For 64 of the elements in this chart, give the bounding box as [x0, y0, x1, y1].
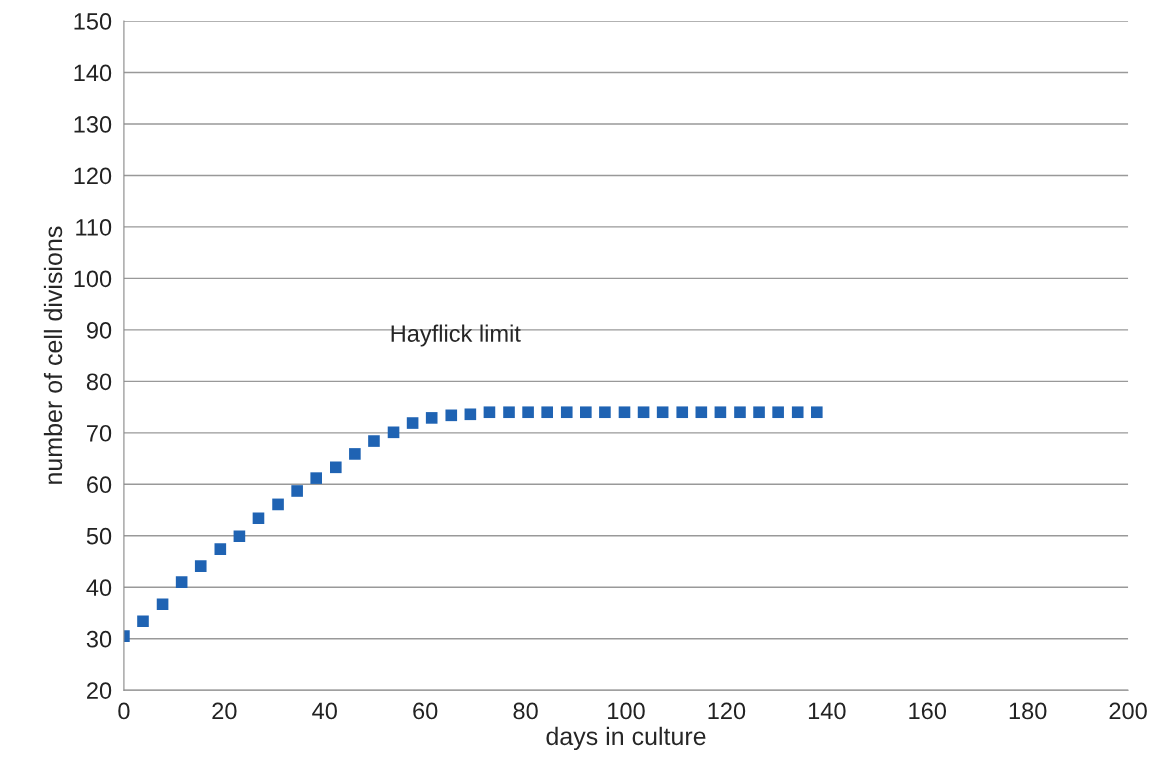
point: [425, 412, 438, 424]
point: [637, 406, 650, 419]
x-tick-label: 80: [513, 702, 538, 720]
point: [194, 560, 207, 572]
x-tick-label: 160: [909, 702, 947, 720]
point: [368, 435, 380, 447]
point: [291, 485, 303, 497]
point: [464, 408, 477, 421]
point: [406, 417, 419, 429]
y-tick-label: 140: [74, 64, 112, 82]
x-tick-label: 140: [808, 702, 846, 720]
point: [483, 406, 496, 419]
y-tick-label: 70: [87, 424, 112, 442]
point: [714, 406, 727, 419]
point: [503, 406, 515, 419]
point: [387, 426, 400, 439]
x-tick-label: 120: [708, 702, 746, 720]
x-tick-label: 180: [1009, 702, 1047, 720]
point: [580, 406, 592, 419]
point: [349, 448, 361, 460]
x-tick-label: 200: [1109, 702, 1147, 720]
x-tick-label: 100: [608, 702, 645, 720]
y-tick-label: 20: [87, 682, 112, 699]
point: [695, 406, 708, 419]
point: [445, 409, 458, 422]
y-tick-label: 110: [76, 219, 112, 236]
x-tick-label: 40: [312, 702, 337, 720]
y-tick-label: 60: [87, 476, 112, 494]
point: [618, 406, 631, 419]
y-tick-label: 30: [86, 630, 112, 648]
y-tick-label: 90: [86, 321, 112, 339]
point: [656, 406, 669, 419]
x-tick-label: 20: [212, 702, 237, 720]
y-tick-label: 80: [86, 373, 112, 391]
point: [541, 406, 553, 419]
point: [791, 406, 804, 419]
y-tick-label: 130: [74, 116, 112, 133]
x-axis-title: days in culture: [546, 726, 706, 751]
point: [810, 406, 823, 419]
x-tick-label: 60: [413, 702, 438, 720]
point: [329, 461, 342, 474]
y-tick-label: 50: [86, 527, 112, 545]
y-tick-label: 120: [74, 167, 112, 185]
point: [676, 406, 689, 419]
y-tick-label: 150: [74, 13, 112, 30]
point: [233, 530, 246, 543]
y-tick-label: 100: [74, 270, 112, 288]
point: [772, 406, 784, 419]
point: [599, 406, 611, 419]
point: [156, 598, 169, 611]
point: [252, 512, 265, 525]
annotation: Hayflick limit: [391, 324, 521, 347]
y-axis-title: number of cell divisions: [43, 226, 63, 484]
y-tick-label: 40: [86, 579, 112, 597]
point: [560, 406, 573, 419]
point: [137, 615, 149, 628]
point: [753, 406, 765, 419]
point: [175, 576, 188, 588]
point: [272, 498, 284, 511]
point: [214, 543, 227, 555]
point: [522, 406, 534, 419]
point: [310, 472, 323, 484]
point: [734, 406, 746, 419]
x-tick-label: 0: [118, 702, 130, 720]
